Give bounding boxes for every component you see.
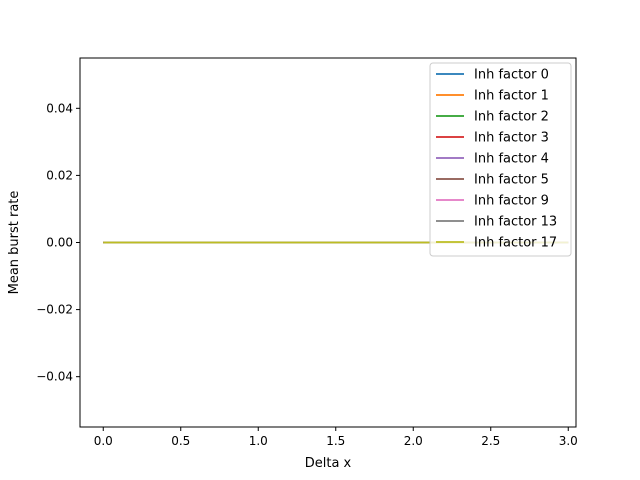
legend-label: Inh factor 1 bbox=[474, 89, 549, 104]
y-tick-label: 0.00 bbox=[46, 236, 73, 250]
y-tick-label: 0.04 bbox=[46, 101, 73, 115]
x-axis: 0.0 0.5 1.0 1.5 2.0 2.5 3.0 bbox=[94, 427, 578, 448]
y-tick-label: −0.04 bbox=[36, 370, 73, 384]
x-tick-label: 0.5 bbox=[171, 434, 190, 448]
y-tick-label: 0.02 bbox=[46, 168, 73, 182]
axes-frame bbox=[79, 57, 577, 428]
x-tick-label: 2.5 bbox=[481, 434, 500, 448]
legend-label: Inh factor 9 bbox=[474, 194, 549, 209]
x-tick-label: 1.0 bbox=[249, 434, 268, 448]
legend: Inh factor 0 Inh factor 1 Inh factor 2 Inh … bbox=[429, 62, 572, 257]
legend-label: Inh factor 17 bbox=[474, 236, 557, 251]
x-axis-label: Delta x bbox=[305, 456, 352, 471]
legend-label: Inh factor 2 bbox=[474, 110, 549, 125]
legend-label: Inh factor 0 bbox=[474, 68, 549, 83]
legend-label: Inh factor 4 bbox=[474, 152, 549, 167]
x-tick-label: 0.0 bbox=[94, 434, 113, 448]
legend-label: Inh factor 5 bbox=[474, 173, 549, 188]
y-tick-label: −0.02 bbox=[36, 303, 73, 317]
legend-label: Inh factor 3 bbox=[474, 131, 549, 146]
y-axis-label: Mean burst rate bbox=[7, 191, 22, 295]
x-tick-label: 2.0 bbox=[404, 434, 423, 448]
x-tick-label: 3.0 bbox=[559, 434, 578, 448]
legend-label: Inh factor 13 bbox=[474, 215, 557, 230]
legend-box bbox=[429, 62, 572, 257]
y-axis: −0.04 −0.02 0.00 0.02 0.04 bbox=[36, 101, 80, 384]
x-tick-label: 1.5 bbox=[326, 434, 345, 448]
